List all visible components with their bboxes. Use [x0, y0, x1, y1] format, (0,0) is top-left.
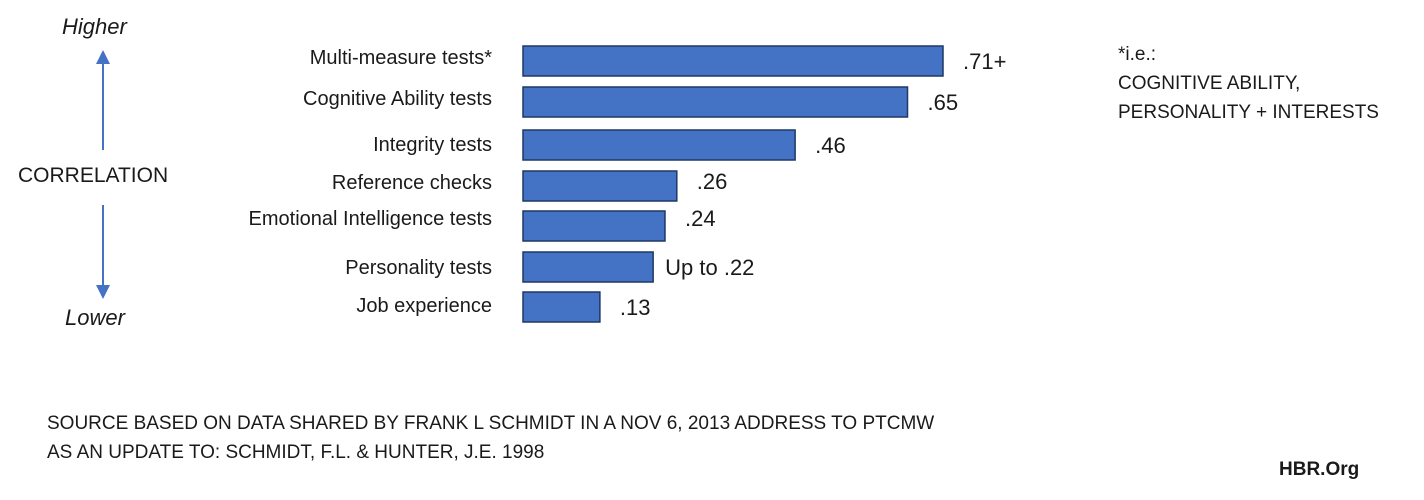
bar [522, 170, 678, 202]
axis-bottom-label: Lower [65, 305, 125, 330]
category-label: Job experience [356, 295, 492, 317]
source-line-2: AS AN UPDATE TO: SCHMIDT, F.L. & HUNTER,… [47, 442, 545, 463]
category-label: Personality tests [345, 257, 492, 279]
bar-value-label: .13 [620, 295, 651, 320]
footnote-line-1: *i.e.: [1118, 44, 1157, 65]
footnote-line-3: PERSONALITY + INTERESTS [1118, 102, 1379, 123]
bar [522, 291, 601, 323]
footnote-line-2: COGNITIVE ABILITY, [1118, 73, 1301, 94]
bar-value-label: .24 [685, 206, 716, 231]
category-label: Multi-measure tests* [310, 47, 492, 69]
bar [522, 45, 944, 77]
category-label: Integrity tests [373, 134, 492, 156]
source-line-1: SOURCE BASED ON DATA SHARED BY FRANK L S… [47, 413, 935, 434]
footnote: *i.e.: COGNITIVE ABILITY, PERSONALITY + … [1118, 40, 1379, 127]
category-label: Emotional Intelligence tests [249, 208, 492, 230]
bar-value-label: .46 [815, 133, 846, 158]
bar-value-label: .26 [697, 169, 728, 194]
bar-value-label: Up to .22 [665, 255, 754, 280]
bar-value-label: .71+ [963, 49, 1006, 74]
bar [522, 86, 909, 118]
axis-middle-label: CORRELATION [18, 164, 169, 187]
source-note: SOURCE BASED ON DATA SHARED BY FRANK L S… [47, 409, 934, 467]
bar [522, 210, 666, 242]
category-label: Reference checks [332, 172, 492, 194]
bar [522, 129, 796, 161]
axis-top-label: Higher [62, 14, 127, 39]
brand-logo-text: HBR.Org [1279, 459, 1360, 480]
bar-value-label: .65 [928, 90, 959, 115]
bar [522, 251, 654, 283]
category-label: Cognitive Ability tests [303, 88, 492, 110]
